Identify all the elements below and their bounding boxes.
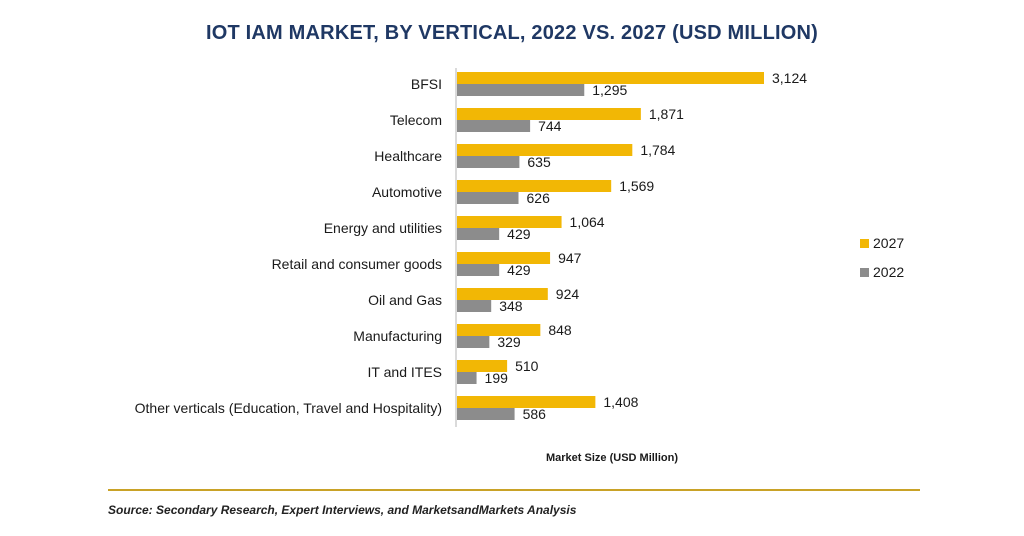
legend-label-2022: 2022: [873, 264, 905, 280]
data-label-2027-oil-and-gas: 924: [556, 286, 580, 302]
legend-swatch-2022: [860, 267, 869, 277]
category-label-automotive: Automotive: [372, 184, 442, 200]
bar-2027-retail-and-consumer-goods: [457, 252, 551, 264]
data-label-2027-bfsi: 3,124: [772, 70, 807, 86]
bar-2022-telecom: [457, 120, 531, 132]
legend-item-2027: 2027: [860, 234, 904, 252]
bar-2022-it-and-ites: [457, 372, 477, 384]
source-note: Source: Secondary Research, Expert Inter…: [108, 503, 577, 517]
category-label-retail-and-consumer-goods: Retail and consumer goods: [272, 256, 442, 272]
bar-2027-energy-and-utilities: [457, 216, 562, 228]
category-label-healthcare: Healthcare: [374, 148, 442, 164]
bar-2022-healthcare: [457, 156, 520, 168]
data-label-2022-bfsi: 1,295: [592, 82, 627, 98]
category-label-oil-and-gas: Oil and Gas: [368, 292, 442, 308]
bar-2027-healthcare: [457, 144, 633, 156]
data-label-2022-energy-and-utilities: 429: [507, 226, 531, 242]
bar-2022-energy-and-utilities: [457, 228, 500, 240]
data-label-2022-oil-and-gas: 348: [499, 298, 523, 314]
bar-2022-bfsi: [457, 84, 585, 96]
bar-2027-automotive: [457, 180, 612, 192]
data-label-2022-healthcare: 635: [527, 154, 551, 170]
bar-2027-oil-and-gas: [457, 288, 548, 300]
category-label-energy-and-utilities: Energy and utilities: [324, 220, 442, 236]
data-label-2027-automotive: 1,569: [619, 178, 654, 194]
bar-2027-telecom: [457, 108, 641, 120]
bar-2022-automotive: [457, 192, 519, 204]
category-label-telecom: Telecom: [390, 112, 442, 128]
data-label-2027-manufacturing: 848: [548, 322, 572, 338]
data-label-2022-retail-and-consumer-goods: 429: [507, 262, 531, 278]
bar-2027-other-verticals-education-travel-and-hospitality: [457, 396, 596, 408]
bar-2027-it-and-ites: [457, 360, 508, 372]
data-label-2022-other-verticals-education-travel-and-hospitality: 586: [523, 406, 547, 422]
data-label-2027-energy-and-utilities: 1,064: [570, 214, 605, 230]
bar-2027-manufacturing: [457, 324, 541, 336]
legend-label-2027: 2027: [873, 235, 905, 251]
bar-2027-bfsi: [457, 72, 764, 84]
data-label-2022-telecom: 744: [538, 118, 562, 134]
category-label-other-verticals-education-travel-and-hospitality: Other verticals (Education, Travel and H…: [135, 400, 442, 416]
legend: 2027 2022: [860, 234, 904, 292]
chart-title: IOT IAM MARKET, BY VERTICAL, 2022 VS. 20…: [205, 22, 819, 44]
data-label-2022-manufacturing: 329: [497, 334, 521, 350]
bar-2022-other-verticals-education-travel-and-hospitality: [457, 408, 515, 420]
category-label-manufacturing: Manufacturing: [353, 328, 442, 344]
bar-2022-oil-and-gas: [457, 300, 492, 312]
data-label-2027-healthcare: 1,784: [640, 142, 675, 158]
x-axis-label: Market Size (USD Million): [546, 452, 679, 464]
bar-2022-manufacturing: [457, 336, 490, 348]
data-label-2022-it-and-ites: 199: [485, 370, 509, 386]
category-label-it-and-ites: IT and ITES: [368, 364, 442, 380]
data-label-2027-other-verticals-education-travel-and-hospitality: 1,408: [603, 394, 638, 410]
category-label-bfsi: BFSI: [411, 76, 442, 92]
data-label-2027-retail-and-consumer-goods: 947: [558, 250, 582, 266]
source-divider: [108, 489, 920, 491]
bar-2022-retail-and-consumer-goods: [457, 264, 500, 276]
data-label-2022-automotive: 626: [527, 190, 551, 206]
legend-item-2022: 2022: [860, 263, 904, 281]
legend-swatch-2027: [860, 238, 869, 248]
data-label-2027-telecom: 1,871: [649, 106, 684, 122]
data-label-2027-it-and-ites: 510: [515, 358, 539, 374]
